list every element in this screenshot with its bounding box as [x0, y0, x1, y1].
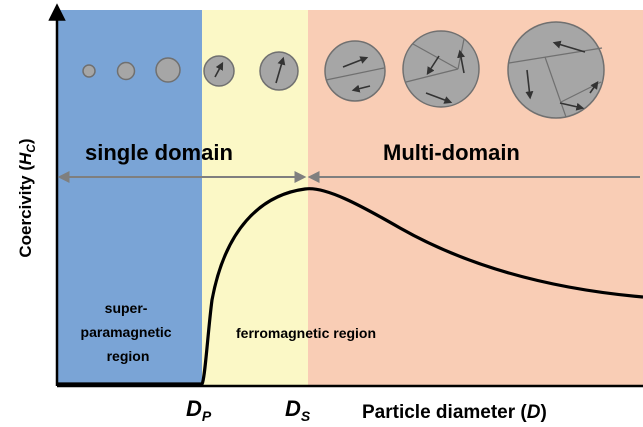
superparamagnetic-region-label: super- paramagnetic region: [81, 300, 176, 364]
magnetic-moment-arrow-icon: [425, 92, 453, 104]
single-domain-label: single domain: [85, 140, 233, 165]
magnetic-moment-arrow-icon: [351, 84, 371, 93]
magnetic-particle-icon: [324, 40, 386, 102]
magnetic-moment-arrow-icon: [275, 56, 286, 84]
magnetic-moment-arrow-icon: [589, 81, 599, 94]
dp-marker: DP: [186, 396, 212, 424]
magnetic-particle-icon: [259, 51, 299, 91]
magnetic-moment-arrow-icon: [559, 102, 585, 111]
multi-domain-particles: [324, 21, 605, 119]
multi-domain-label: Multi-domain: [383, 140, 520, 165]
magnetic-particle-icon: [203, 55, 235, 87]
magnetic-particle-icon: [402, 30, 480, 108]
magnetic-moment-arrow-icon: [552, 40, 586, 53]
x-axis-label: Particle diameter (D): [362, 402, 547, 423]
magnetic-particle-icon: [116, 61, 136, 81]
magnetic-moment-arrow-icon: [342, 56, 369, 68]
magnetic-moment-arrow-icon: [525, 69, 534, 100]
ferromagnetic-region-label: ferromagnetic region: [236, 325, 376, 341]
magnetic-moment-arrow-icon: [214, 61, 224, 78]
magnetic-particle-icon: [82, 64, 96, 78]
magnetic-particle-icon: [507, 21, 605, 119]
y-axis-label: Coercivity (HC): [16, 138, 38, 257]
magnetic-moment-arrow-icon: [457, 49, 465, 74]
magnetic-particle-icon: [155, 57, 181, 83]
coercivity-curve: [57, 187, 643, 386]
magnetic-moment-arrow-icon: [426, 55, 440, 76]
single-domain-particles: [82, 51, 299, 91]
ds-marker: DS: [285, 396, 311, 424]
